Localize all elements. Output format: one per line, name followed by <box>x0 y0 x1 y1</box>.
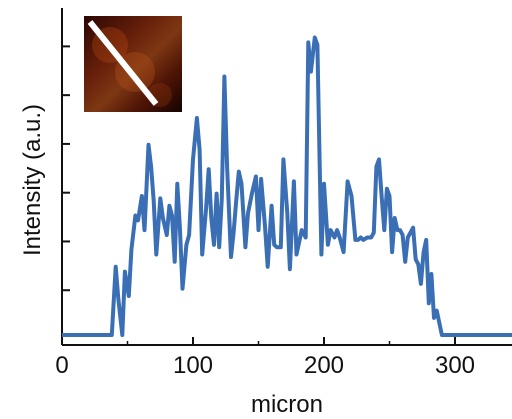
intensity-profile-line <box>62 35 512 337</box>
inset-profile-line <box>87 20 159 106</box>
x-tick-label: 0 <box>55 352 68 379</box>
inset-image <box>84 16 182 112</box>
x-tick-label: 200 <box>304 352 344 379</box>
x-axis-ticks: 0 100 200 300 <box>55 337 475 379</box>
x-tick-label: 100 <box>173 352 213 379</box>
y-axis-ticks <box>62 45 70 292</box>
x-axis-title: micron <box>251 391 323 418</box>
y-axis-title: Intensity (a.u.) <box>19 104 46 256</box>
x-tick-label: 300 <box>435 352 475 379</box>
